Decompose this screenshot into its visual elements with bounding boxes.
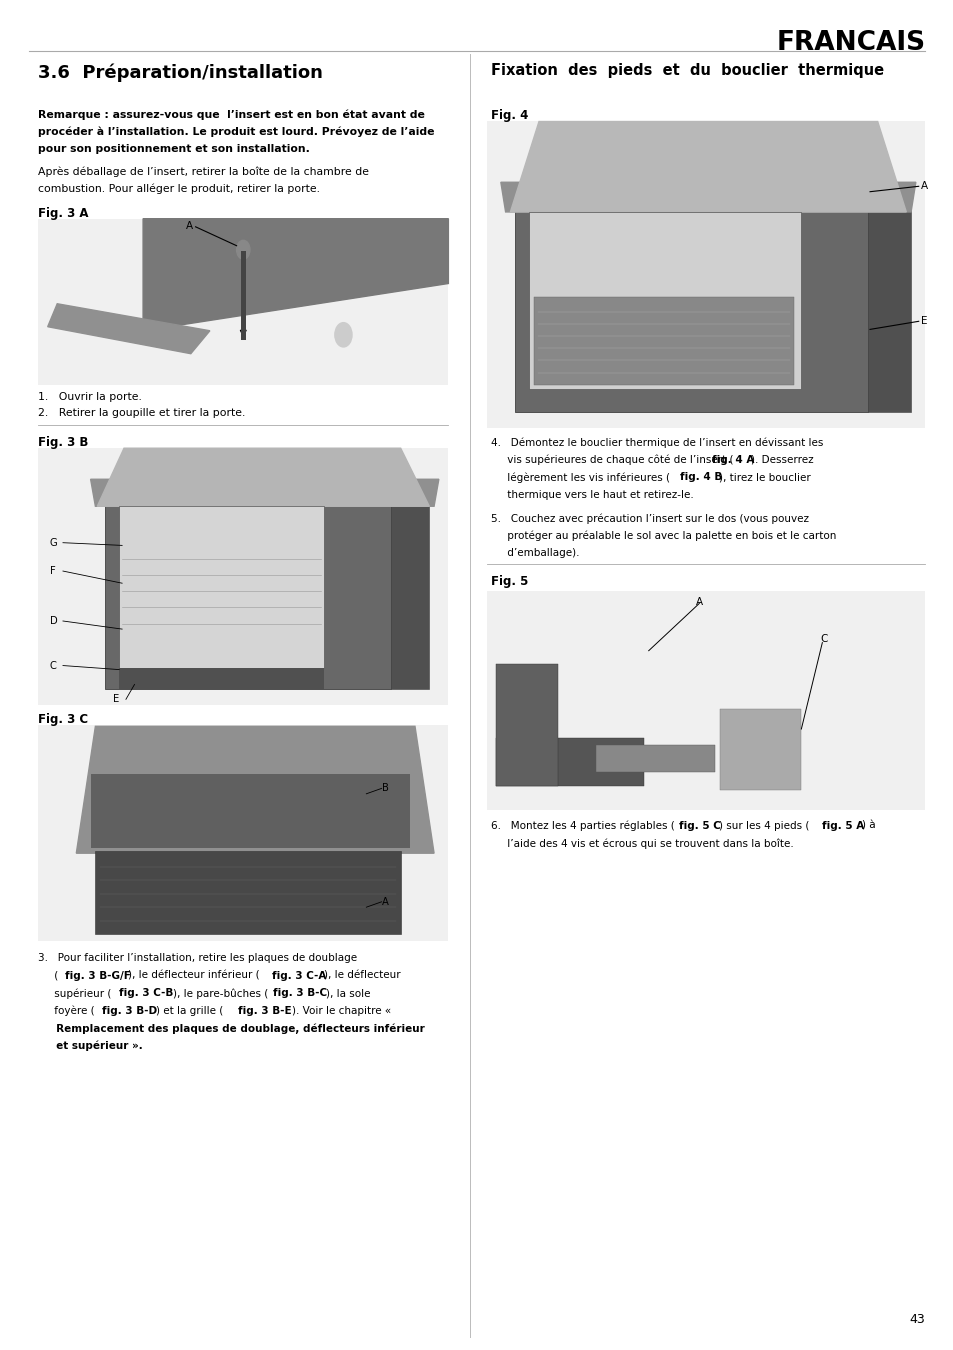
Bar <box>38 725 448 941</box>
Polygon shape <box>91 479 438 506</box>
Text: 4.   Démontez le bouclier thermique de l’insert en dévissant les: 4. Démontez le bouclier thermique de l’i… <box>491 437 822 448</box>
Text: fig. 3 B-C: fig. 3 B-C <box>273 988 327 998</box>
Bar <box>486 591 924 810</box>
Text: D: D <box>50 616 57 626</box>
Text: FRANCAIS: FRANCAIS <box>776 30 924 55</box>
Text: C: C <box>50 660 56 671</box>
Bar <box>529 212 801 389</box>
Text: G: G <box>50 537 57 548</box>
Bar <box>391 479 429 688</box>
Bar <box>38 448 448 705</box>
Text: 3.6  Préparation/installation: 3.6 Préparation/installation <box>38 63 323 82</box>
Text: fig. 3 B-E: fig. 3 B-E <box>238 1006 292 1015</box>
Bar <box>534 297 793 385</box>
Polygon shape <box>510 122 905 212</box>
Bar <box>91 774 410 848</box>
Text: E: E <box>920 316 926 327</box>
Text: A: A <box>920 181 926 192</box>
Text: C: C <box>820 634 827 644</box>
Text: ). Desserrez: ). Desserrez <box>750 455 813 464</box>
Text: 43: 43 <box>908 1312 924 1326</box>
Bar <box>720 709 801 790</box>
Text: F: F <box>50 566 55 576</box>
Text: A: A <box>696 597 702 606</box>
Text: B: B <box>381 783 388 794</box>
Polygon shape <box>48 304 210 354</box>
Polygon shape <box>143 219 448 331</box>
Text: 5.   Couchez avec précaution l’insert sur le dos (vous pouvez: 5. Couchez avec précaution l’insert sur … <box>491 513 808 524</box>
Bar <box>105 479 391 688</box>
Text: Fig. 5: Fig. 5 <box>491 575 528 589</box>
Text: ), le déflecteur inférieur (: ), le déflecteur inférieur ( <box>128 971 259 980</box>
Polygon shape <box>97 448 429 506</box>
Text: Fig. 3 B: Fig. 3 B <box>38 436 89 450</box>
Text: combustion. Pour alléger le produit, retirer la porte.: combustion. Pour alléger le produit, ret… <box>38 184 320 194</box>
Text: JOTUL: JOTUL <box>207 544 228 549</box>
Text: ) et la grille (: ) et la grille ( <box>155 1006 222 1015</box>
Bar <box>119 506 324 668</box>
Text: ), le déflecteur: ), le déflecteur <box>324 971 400 980</box>
Text: Fig. 4: Fig. 4 <box>491 109 528 123</box>
Text: (: ( <box>38 971 58 980</box>
Text: foyère (: foyère ( <box>38 1006 94 1017</box>
Text: l’aide des 4 vis et écrous qui se trouvent dans la boîte.: l’aide des 4 vis et écrous qui se trouve… <box>491 838 793 849</box>
Bar <box>496 738 643 786</box>
Text: fig. 3 B-D: fig. 3 B-D <box>102 1006 157 1015</box>
Bar <box>95 850 400 934</box>
Text: supérieur (: supérieur ( <box>38 988 112 999</box>
Text: fig. 3 B-G/F: fig. 3 B-G/F <box>65 971 131 980</box>
Text: ). Voir le chapitre «: ). Voir le chapitre « <box>292 1006 394 1015</box>
Text: A: A <box>186 221 193 231</box>
Text: vis supérieures de chaque côté de l’insert (: vis supérieures de chaque côté de l’inse… <box>491 455 733 466</box>
Text: 2.   Retirer la goupille et tirer la porte.: 2. Retirer la goupille et tirer la porte… <box>38 408 245 417</box>
Text: procéder à l’installation. Le produit est lourd. Prévoyez de l’aide: procéder à l’installation. Le produit es… <box>38 127 435 138</box>
Text: ) sur les 4 pieds (: ) sur les 4 pieds ( <box>719 821 809 830</box>
Text: fig. 4 B: fig. 4 B <box>679 472 721 482</box>
Polygon shape <box>500 182 915 212</box>
Text: légèrement les vis inférieures (: légèrement les vis inférieures ( <box>491 472 670 483</box>
Text: ), le pare-bûches (: ), le pare-bûches ( <box>172 988 268 999</box>
Text: Fixation  des  pieds  et  du  bouclier  thermique: Fixation des pieds et du bouclier thermi… <box>491 63 883 78</box>
Text: JOTUL: JOTUL <box>656 279 679 288</box>
Text: Fig. 3 A: Fig. 3 A <box>38 207 89 220</box>
Text: 6.   Montez les 4 parties réglables (: 6. Montez les 4 parties réglables ( <box>491 821 675 832</box>
Text: ) à: ) à <box>862 821 875 830</box>
Text: fig. 4 A: fig. 4 A <box>711 455 753 464</box>
Text: Après déballage de l’insert, retirer la boîte de la chambre de: Après déballage de l’insert, retirer la … <box>38 166 369 177</box>
Bar <box>496 664 558 786</box>
Text: E: E <box>112 694 119 705</box>
Text: 1.   Ouvrir la porte.: 1. Ouvrir la porte. <box>38 392 142 401</box>
Text: Fig. 3 C: Fig. 3 C <box>38 713 89 726</box>
Text: Remarque : assurez-vous que  l’insert est en bon état avant de: Remarque : assurez-vous que l’insert est… <box>38 109 425 120</box>
Bar <box>596 745 715 772</box>
Text: d’emballage).: d’emballage). <box>491 548 579 558</box>
Text: et supérieur ».: et supérieur ». <box>38 1041 143 1052</box>
Text: fig. 3 C-A: fig. 3 C-A <box>272 971 326 980</box>
Bar <box>867 182 910 412</box>
Polygon shape <box>76 726 434 853</box>
Text: ), tirez le bouclier: ), tirez le bouclier <box>719 472 810 482</box>
Bar <box>38 219 448 385</box>
Text: fig. 5 C: fig. 5 C <box>679 821 720 830</box>
Text: thermique vers le haut et retirez-le.: thermique vers le haut et retirez-le. <box>491 490 694 500</box>
Text: pour son positionnement et son installation.: pour son positionnement et son installat… <box>38 144 310 154</box>
Text: Remplacement des plaques de doublage, déflecteurs inférieur: Remplacement des plaques de doublage, dé… <box>38 1023 424 1034</box>
Text: protéger au préalable le sol avec la palette en bois et le carton: protéger au préalable le sol avec la pal… <box>491 531 836 541</box>
Text: ), la sole: ), la sole <box>326 988 371 998</box>
Bar <box>486 122 924 428</box>
Bar <box>240 251 246 340</box>
Circle shape <box>236 240 250 259</box>
Text: fig. 5 A: fig. 5 A <box>821 821 863 830</box>
Circle shape <box>335 323 352 347</box>
Text: A: A <box>381 896 388 907</box>
Bar <box>515 182 867 412</box>
Bar <box>119 668 324 688</box>
Text: 3.   Pour faciliter l’installation, retire les plaques de doublage: 3. Pour faciliter l’installation, retire… <box>38 953 357 963</box>
Text: fig. 3 C-B: fig. 3 C-B <box>119 988 173 998</box>
